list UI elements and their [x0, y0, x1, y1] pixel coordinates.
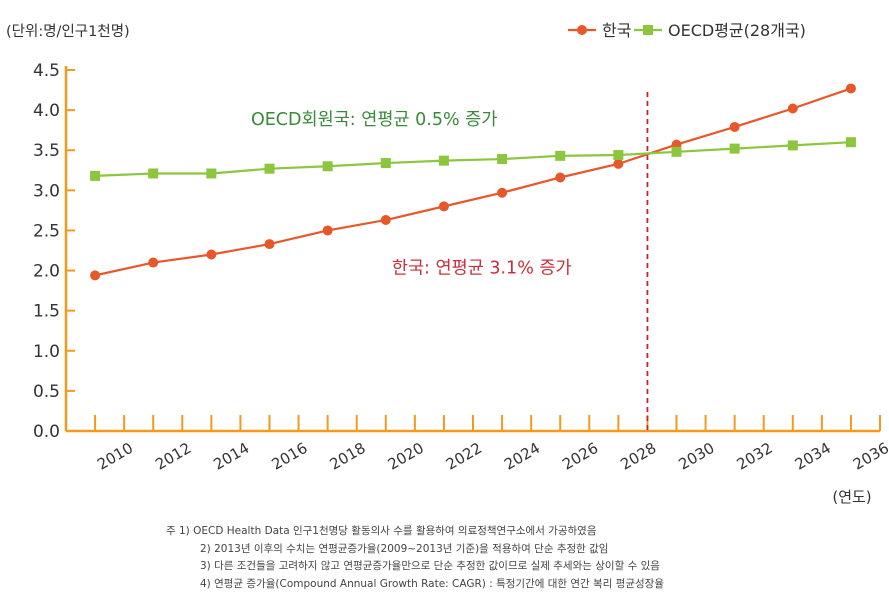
legend-marker-oecd — [643, 25, 653, 35]
unit-label: (단위:명/인구1천명) — [6, 23, 130, 40]
x-tick-label: 2024 — [501, 439, 543, 474]
footnote-4: 4) 연평균 증가율(Compound Annual Growth Rate: … — [200, 577, 665, 590]
legend-marker-korea — [577, 25, 587, 35]
annotation-2: 한국: 연평균 3.1% 증가 — [392, 259, 572, 279]
y-tick-label: 2.5 — [33, 221, 60, 241]
data-point-oecd — [322, 161, 333, 172]
data-point-oecd — [148, 168, 159, 179]
y-tick-label: 3.5 — [33, 141, 60, 161]
data-point-korea — [90, 270, 101, 281]
legend-label: 한국 — [602, 21, 631, 40]
footnote-1: 주 1) OECD Health Data 인구1천명당 활동의사 수를 활용하… — [166, 525, 597, 537]
x-axis-label: (연도) — [832, 488, 871, 506]
data-point-oecd — [845, 137, 856, 148]
data-point-oecd — [555, 150, 566, 161]
data-point-korea — [845, 83, 856, 94]
x-tick-label: 2034 — [792, 439, 834, 474]
x-tick-label: 2018 — [327, 439, 369, 474]
data-point-korea — [787, 103, 798, 114]
x-tick-label: 2020 — [385, 439, 427, 474]
x-tick-label: 2016 — [269, 439, 311, 474]
data-point-oecd — [438, 155, 449, 166]
data-point-oecd — [787, 140, 798, 151]
data-point-oecd — [497, 154, 508, 165]
x-tick-label: 2036 — [850, 439, 889, 474]
data-point-oecd — [729, 143, 740, 154]
data-point-korea — [380, 215, 391, 226]
data-point-korea — [555, 172, 566, 183]
y-tick-label: 2.0 — [33, 262, 60, 282]
footnote-2: 2) 2013년 이후의 수치는 연평균증가율(2009~2013년 기준)을 … — [200, 542, 609, 555]
data-point-korea — [729, 121, 740, 132]
annotation-1: OECD회원국: 연평균 0.5% 증가 — [251, 110, 497, 130]
y-tick-label: 4.0 — [33, 101, 60, 121]
data-point-oecd — [206, 168, 217, 179]
y-tick-label: 4.5 — [33, 61, 60, 81]
footnotes: 주 1) OECD Health Data 인구1천명당 활동의사 수를 활용하… — [166, 523, 664, 593]
x-tick-label: 2032 — [734, 439, 776, 474]
data-point-korea — [264, 239, 275, 250]
x-tick-label: 2012 — [152, 439, 194, 474]
x-tick-label: 2010 — [94, 439, 136, 474]
legend-label: OECD평균(28개국) — [668, 21, 806, 40]
data-point-korea — [148, 257, 159, 268]
data-point-korea — [206, 249, 217, 260]
y-tick-label: 1.5 — [33, 302, 60, 322]
data-point-oecd — [264, 163, 275, 174]
data-point-korea — [438, 201, 449, 212]
x-tick-label: 2022 — [443, 439, 485, 474]
series-line-oecd — [95, 141, 851, 177]
y-tick-label: 0.0 — [33, 422, 60, 442]
data-point-oecd — [90, 170, 101, 181]
y-tick-label: 1.0 — [33, 342, 60, 362]
footnote-3: 3) 다른 조건들을 고려하지 않고 연평균증가율만으로 단순 추정한 값이므로… — [200, 560, 660, 572]
data-point-oecd — [613, 150, 624, 161]
data-point-oecd — [380, 158, 391, 169]
y-tick-label: 0.5 — [33, 382, 60, 402]
y-tick-label: 3.0 — [33, 181, 60, 201]
data-point-korea — [322, 225, 333, 236]
chart: (단위:명/인구1천명) 한국 OECD평균(28개국) 0.0 0.5 1.0 1.5… — [6, 21, 889, 506]
data-point-korea — [497, 187, 508, 198]
x-tick-label: 2028 — [617, 439, 659, 474]
x-tick-label: 2026 — [559, 439, 601, 474]
legend: 한국 OECD평균(28개국) — [568, 21, 806, 40]
series-line-korea — [94, 87, 852, 277]
x-tick-label: 2030 — [676, 439, 718, 474]
data-point-oecd — [671, 146, 682, 157]
x-tick-label: 2014 — [210, 439, 252, 474]
data-point-korea — [613, 158, 624, 169]
